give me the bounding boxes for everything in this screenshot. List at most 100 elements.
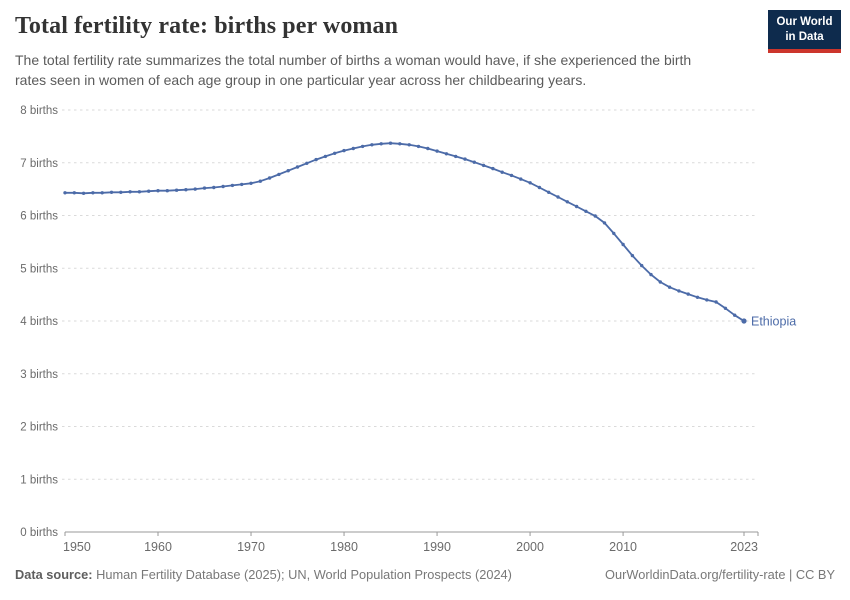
data-point[interactable]: [547, 190, 551, 194]
data-point[interactable]: [695, 295, 700, 299]
data-point[interactable]: [454, 154, 458, 159]
data-point[interactable]: [249, 181, 253, 185]
data-point[interactable]: [426, 146, 430, 151]
data-point[interactable]: [537, 185, 542, 190]
data-point[interactable]: [416, 144, 421, 149]
data-point[interactable]: [267, 176, 272, 180]
chart-footer: Data source: Human Fertility Database (2…: [15, 567, 835, 582]
data-point[interactable]: [193, 187, 197, 191]
x-axis-tick-label: 1960: [144, 540, 172, 554]
data-point[interactable]: [584, 209, 588, 213]
data-point[interactable]: [119, 190, 123, 194]
data-point[interactable]: [147, 189, 151, 193]
subtitle-line-1: The total fertility rate summarizes the …: [15, 52, 692, 68]
data-point[interactable]: [342, 148, 346, 153]
data-source: Data source: Human Fertility Database (2…: [15, 567, 512, 582]
data-point[interactable]: [565, 200, 569, 204]
subtitle-line-2: rates seen in women of each age group in…: [15, 71, 587, 88]
data-point[interactable]: [593, 214, 597, 218]
data-point[interactable]: [481, 163, 486, 168]
data-point[interactable]: [305, 161, 309, 165]
data-point[interactable]: [435, 149, 439, 153]
data-point[interactable]: [370, 143, 374, 147]
data-source-text: Human Fertility Database (2025); UN, Wor…: [92, 567, 512, 582]
data-point[interactable]: [81, 191, 86, 195]
data-point[interactable]: [686, 292, 690, 296]
data-point[interactable]: [733, 313, 737, 317]
data-point[interactable]: [444, 152, 449, 156]
data-point[interactable]: [174, 188, 179, 192]
data-point[interactable]: [407, 143, 411, 147]
data-point[interactable]: [212, 185, 216, 190]
data-point[interactable]: [323, 154, 328, 159]
data-point[interactable]: [379, 142, 383, 146]
data-point[interactable]: [295, 165, 300, 169]
owid-logo[interactable]: Our World in Data: [768, 10, 841, 53]
data-point[interactable]: [277, 172, 281, 177]
data-point[interactable]: [630, 253, 635, 258]
data-point[interactable]: [100, 191, 104, 195]
logo-line-1: Our World: [776, 16, 833, 29]
x-axis-tick-label: 1990: [423, 540, 451, 554]
data-point[interactable]: [165, 189, 169, 193]
x-axis-tick-label: 2023: [730, 540, 758, 554]
y-axis-label: 6 births: [20, 211, 58, 223]
data-point[interactable]: [621, 242, 625, 247]
data-point[interactable]: [677, 289, 681, 293]
data-point[interactable]: [556, 195, 560, 199]
data-point[interactable]: [91, 191, 95, 195]
ethiopia-endpoint[interactable]: [741, 318, 747, 324]
x-axis-tick-label: 1970: [237, 540, 265, 554]
data-point[interactable]: [398, 142, 402, 146]
y-axis-label: 8 births: [20, 105, 58, 117]
data-point[interactable]: [705, 298, 709, 302]
data-point[interactable]: [519, 177, 523, 181]
y-axis-label: 4 births: [20, 316, 58, 328]
data-point[interactable]: [184, 188, 188, 192]
data-point[interactable]: [472, 160, 476, 164]
data-point[interactable]: [128, 190, 132, 194]
data-point[interactable]: [528, 181, 532, 185]
data-point[interactable]: [612, 231, 616, 236]
data-point[interactable]: [258, 179, 262, 183]
page-title: Total fertility rate: births per woman: [15, 13, 399, 39]
data-point[interactable]: [574, 204, 579, 209]
data-point[interactable]: [137, 190, 142, 194]
y-axis-label: 1 births: [20, 474, 58, 486]
data-point[interactable]: [333, 151, 337, 155]
data-point[interactable]: [286, 169, 290, 173]
data-point[interactable]: [463, 157, 467, 161]
data-point[interactable]: [109, 190, 114, 194]
data-point[interactable]: [640, 263, 644, 268]
data-point[interactable]: [360, 144, 365, 149]
data-point[interactable]: [221, 184, 225, 189]
data-point[interactable]: [658, 280, 662, 284]
x-axis-tick-label: 1950: [63, 540, 91, 554]
entity-label-ethiopia[interactable]: Ethiopia: [751, 315, 796, 329]
data-point[interactable]: [714, 300, 718, 304]
data-point[interactable]: [230, 183, 235, 188]
ethiopia-line[interactable]: [64, 142, 745, 322]
data-point[interactable]: [72, 191, 77, 195]
data-point[interactable]: [649, 272, 653, 277]
x-axis-tick-label: 2010: [609, 540, 637, 554]
data-point[interactable]: [388, 141, 393, 145]
data-point[interactable]: [202, 186, 207, 190]
data-point[interactable]: [156, 189, 160, 193]
data-point[interactable]: [351, 146, 355, 151]
data-point[interactable]: [602, 221, 607, 225]
x-axis-tick-label: 2000: [516, 540, 544, 554]
data-point[interactable]: [314, 157, 318, 162]
data-point[interactable]: [500, 170, 504, 174]
data-point[interactable]: [723, 306, 728, 310]
footer-citation-link[interactable]: OurWorldinData.org/fertility-rate | CC B…: [605, 567, 835, 582]
data-point[interactable]: [667, 285, 672, 289]
chart-subtitle: The total fertility rate summarizes the …: [15, 51, 765, 91]
data-point[interactable]: [240, 182, 244, 187]
data-source-label: Data source:: [15, 567, 93, 582]
data-point[interactable]: [491, 166, 495, 171]
data-point[interactable]: [63, 191, 67, 195]
data-point[interactable]: [509, 173, 514, 178]
